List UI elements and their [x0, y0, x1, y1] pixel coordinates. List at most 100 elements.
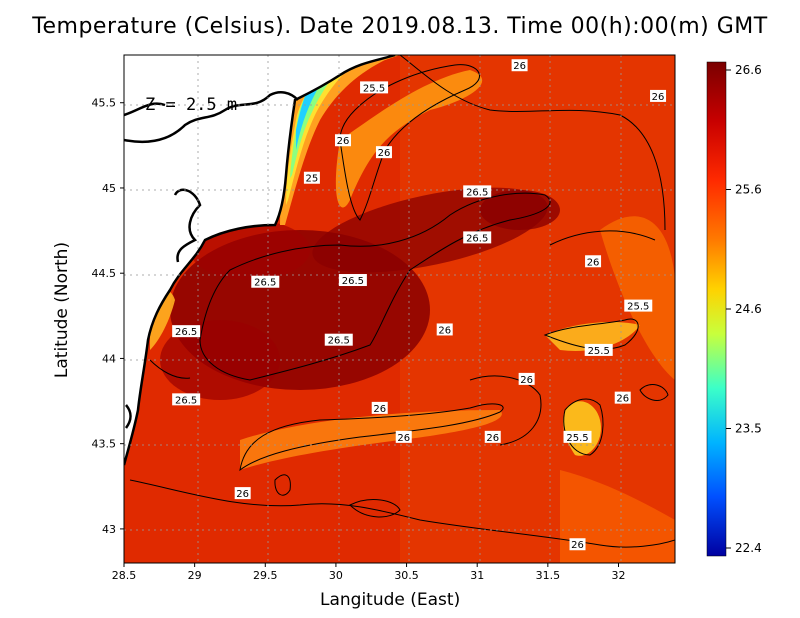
contour-label: 26.5: [324, 333, 353, 347]
y-tick-label: 44: [102, 352, 116, 365]
x-tick-label: 30.5: [394, 569, 419, 582]
contour-label-box: [511, 59, 528, 72]
x-axis-title: Langitude (East): [320, 590, 461, 610]
contour-label: 26.5: [338, 274, 367, 287]
map-title: Temperature (Celsius). Date 2019.08.13. …: [32, 14, 768, 39]
contour-label-box: [650, 89, 667, 102]
contour-label-text: 26.5: [254, 278, 276, 289]
colorbar-ticks: 26.6 25.6 24.6 23.5 22.4: [726, 63, 762, 555]
contour-label-box: [624, 299, 653, 312]
colorbar-tick-label: 22.4: [735, 541, 762, 555]
contour-label-box: [172, 393, 201, 406]
contour-label-text: 26: [520, 375, 533, 386]
contour-label: 26: [436, 323, 453, 336]
y-tick-label: 43: [102, 523, 116, 536]
y-tick-label: 43.5: [92, 438, 117, 451]
contour-label-text: 26: [486, 433, 499, 444]
colorbar-tick-label: 23.5: [735, 422, 762, 436]
contour-label: 26: [484, 430, 501, 444]
contour-label-text: 26: [587, 257, 600, 268]
contour-label: 26: [569, 538, 586, 551]
contour-label-text: 26: [513, 61, 526, 72]
contour-label-text: 26.5: [328, 336, 350, 347]
contour-label-box: [234, 487, 251, 500]
contour-label: 26.5: [463, 231, 492, 244]
x-tick-label: 31: [470, 569, 484, 582]
contour-label-box: [614, 391, 631, 404]
y-tick-label: 44.5: [92, 267, 117, 280]
contour-label-box: [324, 333, 353, 346]
contour-label: 26: [650, 89, 667, 103]
contour-label-text: 26: [571, 540, 584, 551]
contour-label-text: 26: [438, 325, 451, 336]
contour-label-text: 25.5: [566, 433, 588, 444]
y-tick-label: 45.5: [92, 97, 117, 110]
contour-label-box: [338, 274, 367, 287]
contour-label: 26.5: [251, 275, 280, 289]
x-axis-ticks: 28.5 29 29.5 30 30.5 31 31.5 32: [112, 563, 625, 582]
contour-label-box: [463, 185, 492, 198]
x-tick-label: 30: [329, 569, 343, 582]
contour-label-box: [569, 538, 586, 551]
contour-label: 26: [395, 430, 412, 444]
contour-label: 26: [334, 134, 351, 147]
contour-label-box: [371, 401, 388, 414]
contour-label: 26: [234, 487, 251, 500]
contour-label-text: 26.5: [466, 233, 488, 244]
temperature-field: 26 25.5 26 26 26 25 26.5 26.5 26 26.5 26.5 25.5 26 26…: [124, 55, 675, 563]
contour-label-text: 26: [236, 489, 249, 500]
contour-label-text: 25.5: [588, 346, 610, 357]
colorbar-tick-label: 26.6: [735, 63, 762, 77]
colorbar: [706, 61, 727, 557]
x-tick-label: 29: [188, 569, 202, 582]
depth-label: Z = 2.5 m: [145, 95, 237, 115]
contour-label: 25: [303, 171, 320, 185]
x-tick-label: 28.5: [112, 569, 137, 582]
contour-label-text: 26.5: [342, 276, 364, 287]
contour-label-text: 26: [337, 136, 350, 147]
contour-label-box: [172, 325, 201, 338]
contour-label: 26: [614, 391, 631, 405]
contour-label-box: [518, 372, 535, 385]
y-tick-label: 45: [102, 182, 116, 195]
contour-label-box: [334, 134, 351, 147]
contour-label: 26: [375, 146, 392, 159]
contour-label: 26.5: [172, 393, 201, 406]
contour-label: 25.5: [584, 343, 613, 357]
contour-label-text: 26.5: [175, 327, 197, 338]
x-tick-label: 31.5: [536, 569, 561, 582]
contour-label-text: 26: [378, 148, 391, 159]
contour-label-text: 26: [397, 433, 410, 444]
x-tick-label: 32: [611, 569, 625, 582]
contour-label: 26.5: [172, 325, 201, 338]
contour-label-text: 26: [652, 92, 665, 103]
contour-label: 26: [371, 401, 388, 415]
contour-label: 25.5: [360, 81, 389, 94]
y-axis-ticks: 43 43.5 44 44.5 45 45.5: [92, 97, 124, 536]
contour-label-box: [585, 255, 602, 268]
colorbar-tick-label: 24.6: [735, 302, 762, 316]
contour-label: 26: [518, 372, 535, 386]
contour-label-box: [375, 146, 392, 159]
contour-label-box: [303, 171, 320, 184]
contour-label-box: [436, 323, 453, 336]
contour-label-text: 26.5: [175, 395, 197, 406]
contour-label: 25.5: [563, 430, 592, 444]
x-tick-label: 29.5: [253, 569, 278, 582]
contour-label-text: 26: [616, 394, 629, 405]
contour-label-text: 25.5: [363, 83, 385, 94]
plot-frame: [123, 54, 676, 564]
contour-label-box: [463, 231, 492, 244]
contour-label-box: [563, 430, 592, 443]
contour-label-box: [360, 81, 389, 94]
contour-label: 26.5: [463, 185, 492, 198]
contour-label: 26: [585, 255, 602, 268]
contour-label-box: [395, 430, 412, 443]
contour-label-box: [584, 343, 613, 356]
contour-label: 26: [511, 59, 528, 72]
contour-label-box: [251, 275, 280, 288]
contour-label-text: 26: [373, 404, 386, 415]
contour-label-text: 26.5: [466, 187, 488, 198]
contour-label-text: 25.5: [627, 302, 649, 313]
